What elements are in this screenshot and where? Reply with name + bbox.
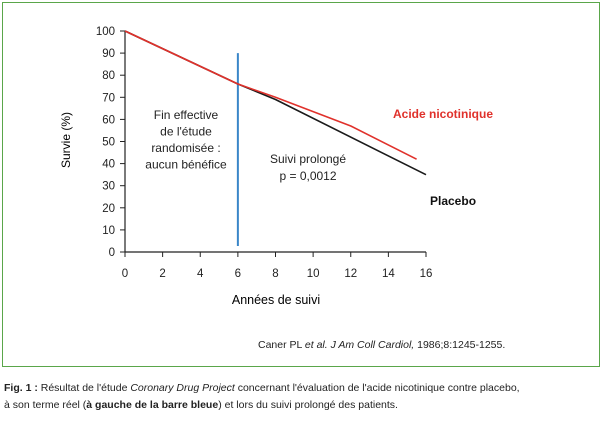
y-tick-label: 80 [102, 70, 115, 82]
series-label-acide-nicotinique: Acide nicotinique [393, 107, 493, 121]
caption-study-name: Coronary Drug Project [130, 382, 235, 394]
caption-text-1: Résultat de l'étude [37, 382, 131, 394]
annotation-left-line: randomisée : [151, 141, 220, 155]
caption-fig-label: Fig. 1 : [4, 382, 38, 394]
annotation-right-line: Suivi prolongé [270, 152, 346, 166]
chart-axes: 0 10 20 30 40 50 60 70 80 90 100 0 2 4 6 8 10 12 14 16 [96, 26, 433, 280]
series-line-acide-nicotinique [124, 30, 417, 160]
x-tick-label: 10 [307, 268, 320, 280]
caption-text-3: à son terme réel ( [4, 399, 87, 411]
figure-caption: Fig. 1 : Résultat de l'étude Coronary Dr… [4, 380, 604, 414]
x-axis-label: Années de suivi [232, 293, 320, 307]
annotation-left-line: aucun bénéfice [145, 158, 227, 172]
x-tick-label: 16 [420, 268, 433, 280]
series-labels: Acide nicotinique Placebo [393, 107, 493, 208]
annotation-left-line: de l'étude [160, 125, 212, 139]
survival-chart: 0 10 20 30 40 50 60 70 80 90 100 0 2 4 6 8 10 12 14 16 Acid… [59, 26, 493, 307]
x-tick-label: 12 [344, 268, 357, 280]
y-tick-label: 20 [102, 203, 115, 215]
y-tick-label: 70 [102, 92, 115, 104]
y-tick-label: 100 [96, 26, 115, 38]
y-axis-label: Survie (%) [59, 112, 73, 168]
annotations: Fin effective de l'étude randomisée : aucun… [145, 108, 346, 183]
x-tick-label: 14 [382, 268, 395, 280]
caption-text-4: ) et lors du suivi prolongé des patients… [218, 399, 398, 411]
y-tick-label: 0 [109, 247, 115, 259]
annotation-left-line: Fin effective [154, 108, 219, 122]
x-tick-label: 0 [122, 268, 128, 280]
y-tick-label: 10 [102, 225, 115, 237]
reference-journal: et al. J Am Coll Cardiol, [304, 339, 415, 351]
y-tick-label: 50 [102, 137, 115, 149]
reference-details: 1986;8:1245-1255. [414, 339, 506, 351]
x-tick-label: 6 [235, 268, 241, 280]
series-lines [124, 30, 427, 176]
annotation-right-line: p = 0,0012 [279, 169, 336, 183]
figure-frame [2, 2, 600, 367]
reference-authors: Caner PL [258, 339, 305, 351]
y-tick-label: 30 [102, 181, 115, 193]
x-tick-label: 4 [197, 268, 204, 280]
y-tick-label: 90 [102, 48, 115, 60]
caption-bold-part: à gauche de la barre bleue [86, 399, 219, 411]
caption-text-2: concernant l'évaluation de l'acide nicot… [234, 382, 520, 394]
reference: Caner PL et al. J Am Coll Cardiol, 1986;… [258, 339, 505, 351]
y-tick-label: 60 [102, 114, 115, 126]
y-tick-label: 40 [102, 159, 115, 171]
series-label-placebo: Placebo [430, 194, 476, 208]
x-tick-label: 2 [159, 268, 165, 280]
x-tick-label: 8 [272, 268, 278, 280]
